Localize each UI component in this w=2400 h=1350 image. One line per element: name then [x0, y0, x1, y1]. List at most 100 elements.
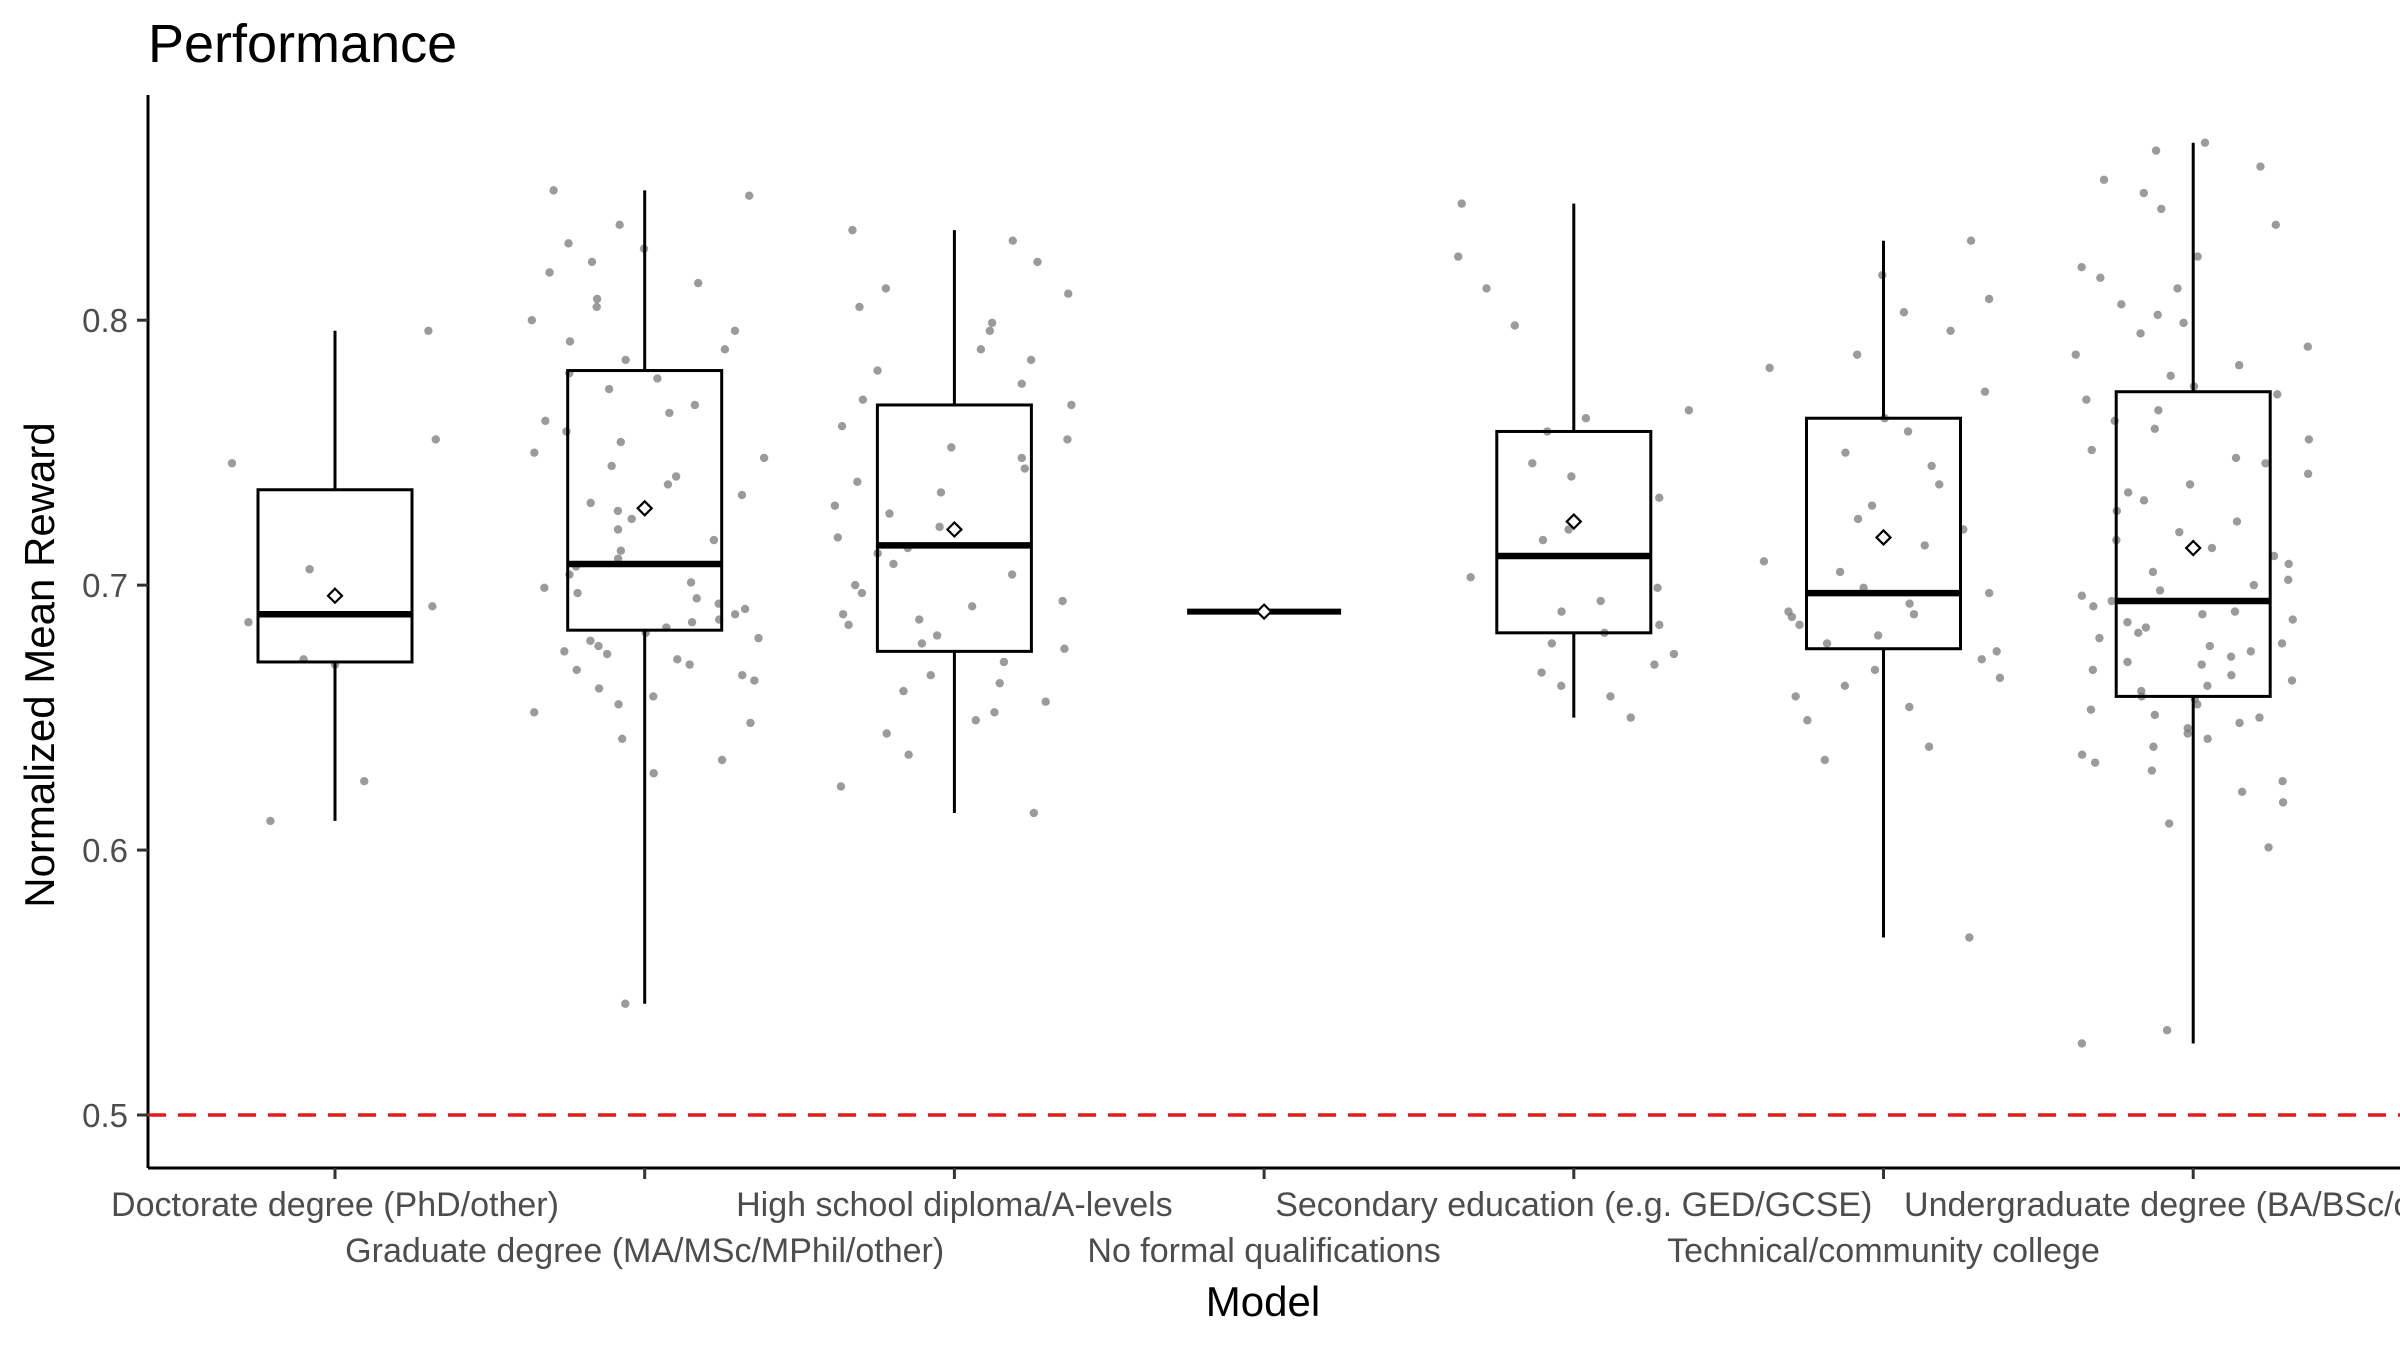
- data-point: [759, 453, 769, 463]
- data-point: [858, 395, 868, 404]
- data-point: [529, 708, 539, 717]
- data-point: [1581, 414, 1591, 423]
- data-point: [615, 220, 624, 230]
- data-point: [1063, 435, 1072, 444]
- data-point: [1058, 596, 1067, 606]
- data-point: [1985, 588, 1994, 598]
- data-point: [1547, 639, 1557, 648]
- data-point: [730, 326, 740, 335]
- data-point: [1840, 681, 1850, 691]
- data-point: [873, 366, 882, 375]
- data-point: [2077, 750, 2087, 759]
- data-point: [592, 302, 601, 312]
- iqr-box: [566, 369, 724, 632]
- mean-marker: [2184, 539, 2202, 557]
- data-point: [1791, 692, 1800, 701]
- data-point: [2197, 660, 2206, 669]
- data-point: [2086, 705, 2096, 714]
- data-point: [2232, 517, 2242, 526]
- data-point: [1905, 599, 1914, 608]
- data-point: [1873, 631, 1883, 640]
- data-point: [2264, 843, 2273, 852]
- data-point: [2246, 647, 2256, 656]
- data-point: [2139, 496, 2149, 505]
- x-tick-label: Graduate degree (MA/MSc/MPhil/other): [345, 1232, 944, 1270]
- data-point: [2303, 342, 2313, 351]
- data-point: [1927, 461, 1936, 471]
- data-point: [1835, 567, 1845, 577]
- data-point: [926, 671, 935, 680]
- data-point: [685, 660, 694, 669]
- data-point: [1510, 321, 1519, 330]
- data-point: [621, 999, 630, 1008]
- data-point: [2278, 776, 2287, 786]
- data-point: [917, 639, 927, 648]
- data-point: [1822, 639, 1832, 648]
- data-point: [2095, 633, 2104, 643]
- data-point: [885, 509, 894, 518]
- data-point: [2155, 586, 2165, 595]
- data-point: [1008, 236, 1017, 245]
- data-point: [2185, 480, 2195, 489]
- data-point: [621, 355, 630, 365]
- data-point: [745, 191, 754, 200]
- data-point: [2154, 406, 2163, 415]
- data-point: [2134, 628, 2143, 638]
- data-point: [586, 498, 595, 508]
- data-point: [2151, 146, 2161, 155]
- data-point: [545, 268, 554, 277]
- data-point: [1564, 525, 1573, 534]
- iqr-box: [875, 403, 1033, 653]
- data-point: [720, 345, 730, 354]
- data-point: [663, 480, 673, 489]
- data-point: [244, 618, 253, 627]
- data-point: [1060, 644, 1069, 653]
- data-point: [2175, 527, 2184, 537]
- x-tick-label: Undergraduate degree (BA/BSc/other): [1904, 1186, 2400, 1224]
- data-point: [1905, 702, 1914, 712]
- data-point: [1650, 660, 1659, 669]
- data-point: [1765, 363, 1774, 373]
- data-point: [2237, 787, 2247, 796]
- data-point: [935, 522, 944, 532]
- data-point: [936, 488, 946, 497]
- data-point: [2234, 361, 2244, 370]
- data-point: [1924, 742, 1934, 751]
- data-point: [1538, 535, 1548, 545]
- data-point: [1903, 427, 1913, 436]
- data-point: [2077, 263, 2086, 272]
- data-point: [2179, 318, 2188, 328]
- data-point: [2277, 639, 2287, 648]
- data-point: [2271, 220, 2280, 230]
- data-point: [1557, 607, 1566, 616]
- data-point: [1899, 308, 1909, 317]
- data-point: [881, 284, 891, 293]
- iqr-box: [1495, 429, 1653, 635]
- data-point: [2148, 567, 2158, 577]
- data-point: [837, 421, 847, 431]
- data-point: [540, 583, 549, 592]
- x-tick-label: High school diploma/A-levels: [736, 1186, 1173, 1224]
- data-point: [2183, 729, 2192, 738]
- data-point: [2284, 559, 2293, 569]
- data-point: [2278, 798, 2288, 807]
- data-point: [564, 239, 573, 248]
- data-point: [1606, 692, 1615, 701]
- data-point: [687, 618, 697, 627]
- data-point: [833, 533, 842, 542]
- data-point: [2089, 602, 2098, 611]
- y-tick-label: 0.8: [82, 302, 128, 339]
- data-point: [2256, 162, 2265, 171]
- mean-marker: [636, 499, 654, 517]
- data-point: [1669, 649, 1679, 659]
- data-point: [2203, 734, 2212, 743]
- data-point: [1853, 514, 1863, 524]
- data-point: [1984, 294, 1994, 304]
- chart-title: Performance: [148, 14, 457, 74]
- data-point: [2200, 138, 2210, 147]
- data-point: [730, 610, 740, 619]
- data-point: [673, 655, 682, 664]
- data-point: [1482, 284, 1491, 293]
- data-point: [976, 345, 986, 354]
